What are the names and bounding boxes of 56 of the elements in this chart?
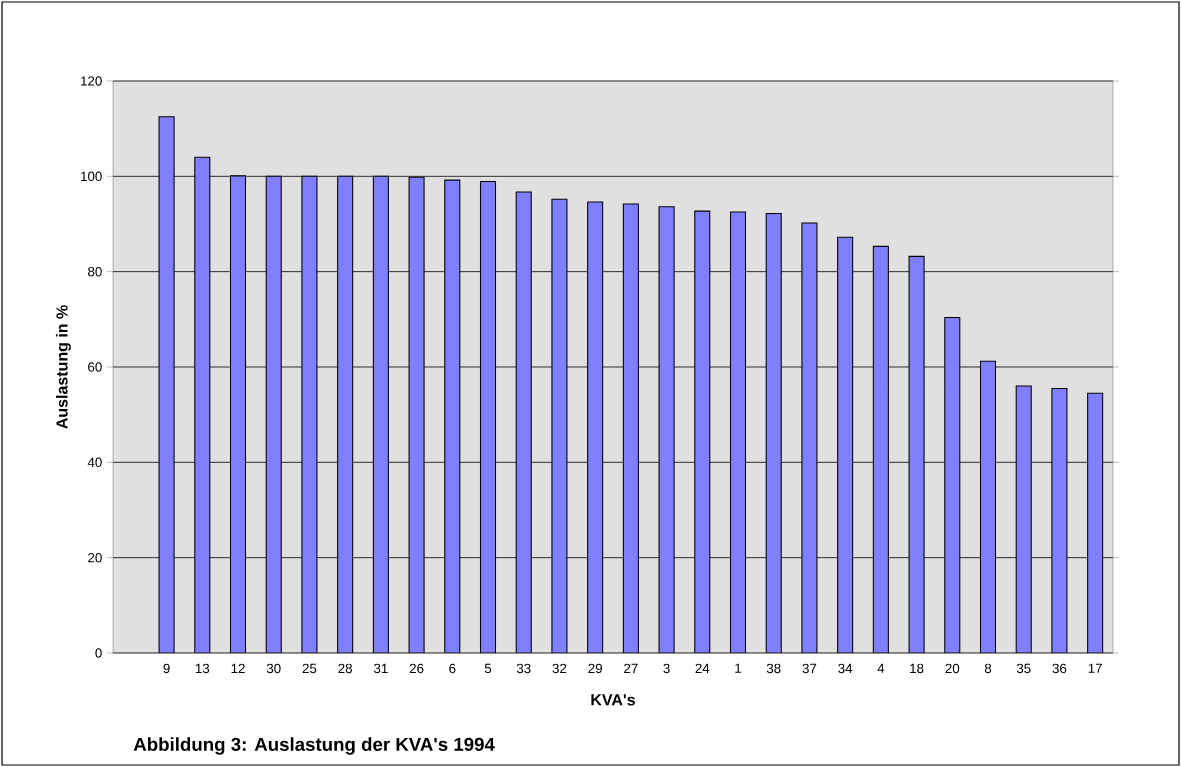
x-tick-label: 8	[984, 663, 992, 674]
bar	[479, 181, 497, 653]
x-tick-label: 1	[735, 663, 742, 673]
x-tick-label: 9	[163, 663, 170, 674]
bar	[729, 211, 747, 653]
bar	[1015, 385, 1032, 653]
bar	[587, 201, 604, 653]
bar	[265, 175, 282, 653]
bar	[694, 210, 711, 653]
x-tick-label: 24	[695, 663, 710, 674]
x-tick-label: 6	[449, 663, 456, 674]
bar	[1087, 392, 1104, 653]
x-tick-label: 28	[338, 663, 352, 674]
bar	[944, 316, 961, 653]
x-tick-label: 38	[766, 663, 781, 674]
x-tick-label: 34	[838, 663, 853, 674]
x-tick-label: 31	[373, 663, 388, 674]
bar	[872, 245, 889, 653]
bar	[194, 156, 211, 653]
bar	[837, 236, 854, 653]
y-tick-label: 100	[81, 171, 102, 182]
x-tick-label: 26	[409, 663, 424, 674]
x-tick-label: 32	[552, 663, 567, 674]
bar	[622, 203, 639, 653]
x-tick-label: 3	[663, 663, 670, 674]
x-tick-label: 25	[302, 663, 317, 674]
y-tick-label: 0	[95, 648, 102, 658]
bar	[337, 175, 354, 653]
y-axis-title: Auslastung in %	[55, 305, 71, 429]
x-axis-title: KVA's	[591, 694, 635, 706]
text: Abbildung 3: Auslastung der KVA's 1994	[133, 737, 495, 755]
x-tick-label: 12	[231, 663, 245, 674]
y-tick-label: 120	[81, 76, 102, 86]
x-tick-label: 37	[802, 663, 817, 674]
bar	[765, 212, 782, 653]
bar	[979, 360, 997, 653]
bar	[229, 175, 247, 653]
x-tick-label: 35	[1016, 663, 1031, 674]
y-tick-label: 40	[87, 457, 102, 468]
x-tick-label: 18	[910, 663, 924, 674]
x-tick-label: 29	[588, 663, 602, 674]
x-tick-label: 33	[516, 663, 531, 674]
x-tick-label: 27	[624, 663, 638, 674]
bar	[515, 191, 532, 653]
x-tick-label: 4	[877, 663, 885, 673]
bar	[444, 179, 461, 653]
x-tick-label: 20	[945, 663, 960, 674]
x-tick-label: 30	[266, 663, 281, 674]
x-tick-label: 36	[1052, 663, 1067, 674]
y-tick-label: 20	[88, 552, 102, 563]
y-tick-label: 80	[88, 266, 102, 277]
y-tick-label: 60	[88, 362, 102, 372]
bar	[372, 175, 389, 653]
x-tick-label: 17	[1088, 663, 1102, 673]
x-tick-label: 13	[195, 663, 210, 674]
x-tick-label: 5	[484, 663, 492, 673]
